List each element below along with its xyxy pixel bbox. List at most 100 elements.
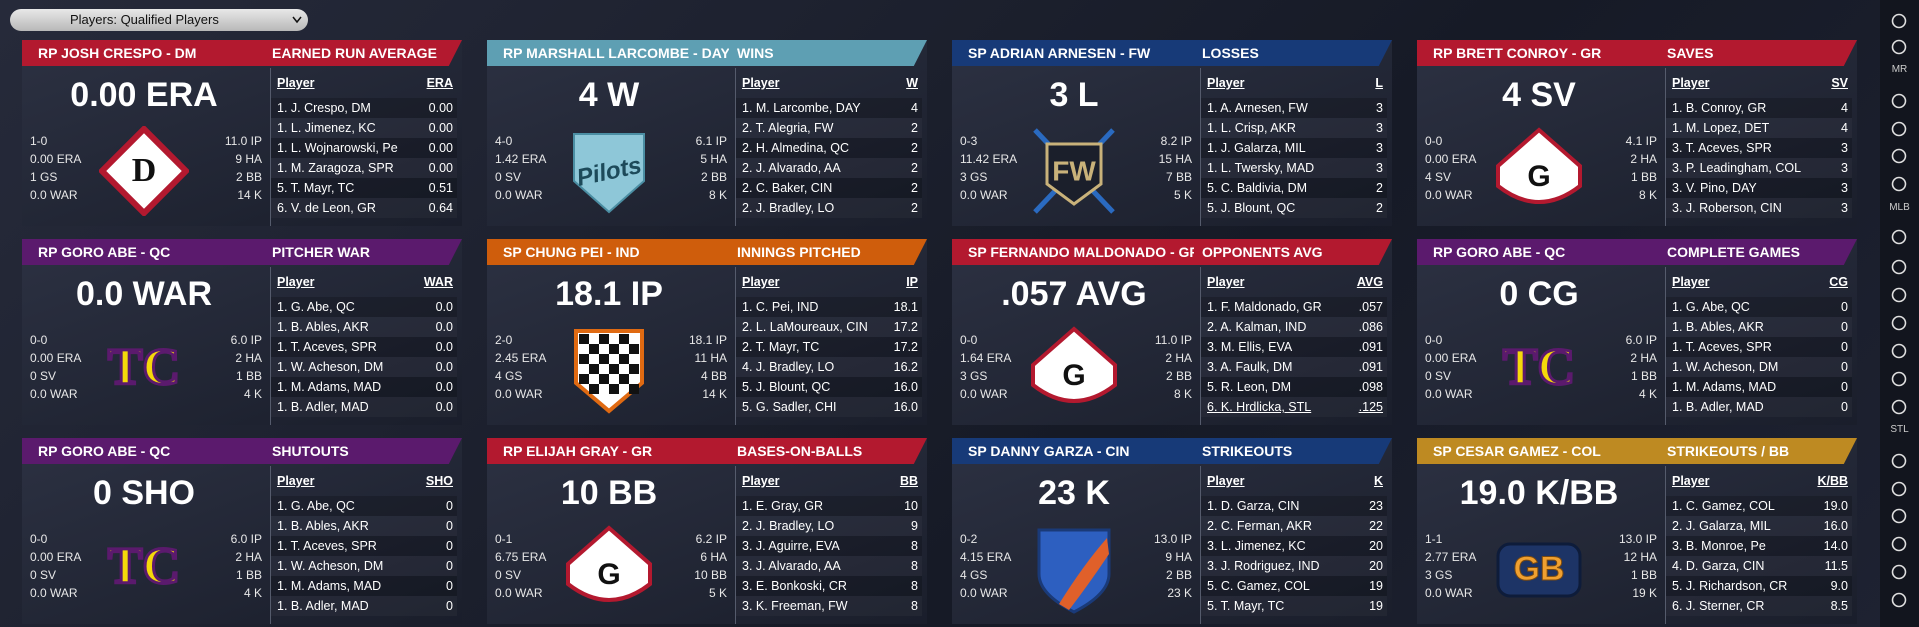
- sidebar-icon[interactable]: [1890, 507, 1908, 525]
- sidebar-icon[interactable]: [1890, 535, 1908, 553]
- team-logo: G: [566, 525, 652, 602]
- player-name: 1. C. Gamez, COL: [1672, 499, 1775, 513]
- dropdown-label: Players: Qualified Players: [70, 12, 219, 27]
- card-stat-title: LOSSES: [1202, 45, 1259, 61]
- record-line: 11.0 IP: [1154, 333, 1192, 347]
- player-name: 1. D. Garza, CIN: [1207, 499, 1300, 513]
- column-header: K: [1373, 474, 1383, 488]
- table-row: 1. B. Adler, MAD 0.0: [271, 397, 457, 417]
- team-logo: G: [1031, 326, 1117, 403]
- record-line: 0 SV: [495, 568, 522, 582]
- sidebar-icon[interactable]: [1890, 286, 1908, 304]
- record-line: 1-1: [1425, 532, 1443, 546]
- big-stat: 0.00 ERA: [70, 76, 218, 114]
- table-row: 5. J. Blount, QC 2: [1201, 198, 1387, 218]
- sidebar-icon[interactable]: [1890, 147, 1908, 165]
- card-player: RP ELIJAH GRAY - GR: [503, 443, 653, 459]
- player-name: 6. J. Sterner, CR: [1672, 599, 1765, 613]
- big-stat: 0 CG: [1499, 275, 1579, 313]
- sidebar-icon[interactable]: [1890, 480, 1908, 498]
- stat-value: 3: [1376, 121, 1383, 135]
- stat-value: 0.0: [435, 340, 453, 354]
- card-stat-title: SHUTOUTS: [272, 443, 349, 459]
- team-logo: [574, 329, 644, 414]
- icon-shape: [1891, 315, 1907, 331]
- table-row: 2. J. Alvarado, AA 2: [736, 158, 922, 178]
- stat-value: 0.00: [428, 161, 453, 175]
- sidebar-icon[interactable]: [1890, 120, 1908, 138]
- table-row: 6. J. Sterner, CR 8.5: [1666, 596, 1852, 616]
- icon-shape: [1891, 259, 1907, 275]
- player-name: 3. V. Pino, DAY: [1672, 181, 1757, 195]
- logo-shape: [573, 133, 645, 214]
- card-player: SP DANNY GARZA - CIN: [968, 443, 1130, 459]
- stat-value: 2: [1376, 181, 1383, 195]
- player-name: 1. B. Ables, AKR: [277, 320, 369, 334]
- sidebar-icon[interactable]: [1890, 342, 1908, 360]
- player-name: 1. J. Crespo, DM: [277, 101, 371, 115]
- sidebar-icon[interactable]: [1890, 370, 1908, 388]
- sidebar-icon[interactable]: [1890, 563, 1908, 581]
- record-line: 0.0 WAR: [960, 188, 1008, 202]
- player-name: 5. T. Mayr, TC: [1207, 599, 1285, 613]
- table-row: 3. J. Alvarado, AA 8: [736, 556, 922, 576]
- player-name: 2. T. Alegria, FW: [742, 121, 834, 135]
- column-header: IP: [906, 275, 918, 289]
- record-line: 2 HA: [1630, 351, 1657, 365]
- sidebar-icon[interactable]: [1890, 228, 1908, 246]
- card-player: SP CHUNG PEI - IND: [503, 244, 640, 260]
- player-name: 2. J. Bradley, LO: [742, 201, 835, 215]
- record-line: 2 BB: [1165, 568, 1192, 582]
- stat-value: 0.51: [428, 181, 453, 195]
- player-name: 1. B. Conroy, GR: [1672, 101, 1767, 115]
- sidebar-icon[interactable]: [1890, 38, 1908, 56]
- record-line: 23 K: [1167, 586, 1192, 600]
- record-line: 6.0 IP: [1625, 333, 1657, 347]
- table-row: 3. K. Freeman, FW 8: [736, 596, 922, 616]
- sidebar-icon[interactable]: [1890, 258, 1908, 276]
- icon-shape: [1891, 481, 1907, 497]
- table-row: 1. J. Crespo, DM 0.00: [271, 98, 457, 118]
- player-name: 3. B. Monroe, Pe: [1672, 539, 1766, 553]
- stat-value: 11.5: [1824, 559, 1848, 573]
- player-name: 2. L. LaMoureaux, CIN: [742, 320, 868, 334]
- leaders-table: Player W 1. M. Larcombe, DAY 4 2. T. Alegria…: [735, 68, 922, 226]
- table-row: 2. C. Ferman, AKR 22: [1201, 516, 1387, 536]
- player-name: 1. W. Acheson, DM: [277, 360, 384, 374]
- record-line: 0-0: [30, 532, 48, 546]
- record-line: 15 HA: [1158, 152, 1192, 166]
- sidebar-icon[interactable]: [1890, 175, 1908, 193]
- stat-value: 8: [911, 599, 918, 613]
- table-row: 1. L. Wojnarowski, Pe 0.00: [271, 138, 457, 158]
- table-row: 3. V. Pino, DAY 3: [1666, 178, 1852, 198]
- sidebar-icon[interactable]: [1890, 398, 1908, 416]
- record-line: 5 HA: [700, 152, 727, 166]
- big-stat: 0 SHO: [92, 474, 196, 512]
- players-dropdown[interactable]: Players: Qualified Players: [10, 9, 308, 31]
- sidebar-icon[interactable]: [1890, 92, 1908, 110]
- player-name: 2. T. Mayr, TC: [742, 340, 820, 354]
- record-line: 4 GS: [960, 568, 988, 582]
- column-header: SV: [1831, 76, 1848, 90]
- record-line: 2 HA: [235, 550, 262, 564]
- stat-value: 0.00: [428, 121, 453, 135]
- sidebar-icon[interactable]: [1890, 314, 1908, 332]
- sidebar-icon[interactable]: [1890, 591, 1908, 609]
- table-row: 5. J. Richardson, CR 9.0: [1666, 576, 1852, 596]
- record-line: 0.0 WAR: [495, 387, 543, 401]
- player-name: 3. L. Jimenez, KC: [1207, 539, 1306, 553]
- sidebar-icon[interactable]: [1890, 452, 1908, 470]
- record-line: 2 BB: [700, 170, 727, 184]
- stat-value: 4: [911, 101, 918, 115]
- logo-shape: [1496, 542, 1582, 598]
- logo-text: TC: [108, 538, 180, 595]
- table-row: 1. B. Adler, MAD 0: [271, 596, 457, 616]
- stat-value: .098: [1358, 380, 1383, 394]
- stat-value: 3: [1841, 141, 1848, 155]
- table-row: 2. T. Mayr, TC 17.2: [736, 337, 922, 357]
- sidebar-icon[interactable]: [1890, 12, 1908, 30]
- record-line: 1.64 ERA: [960, 351, 1012, 365]
- card-header: [952, 239, 1392, 265]
- sidebar-section: STL: [1890, 424, 1909, 435]
